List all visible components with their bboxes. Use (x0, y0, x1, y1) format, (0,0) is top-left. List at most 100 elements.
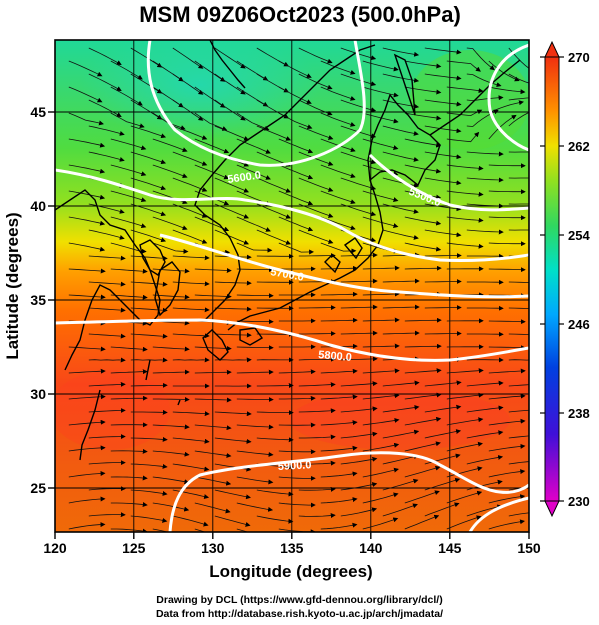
streamline (362, 517, 399, 530)
contour-label: 5700.0 (269, 266, 304, 284)
streamline (130, 203, 167, 217)
streamline (256, 437, 294, 443)
streamline (194, 502, 231, 514)
streamline (404, 112, 442, 121)
streamline (278, 138, 314, 154)
streamline (298, 356, 336, 362)
streamline (340, 99, 377, 113)
streamline (320, 291, 358, 297)
streamline (194, 424, 232, 431)
streamline (236, 112, 270, 131)
streamline (488, 215, 526, 221)
streamline (424, 502, 460, 517)
streamline (278, 86, 312, 104)
streamline (68, 242, 106, 252)
streamline (130, 229, 167, 243)
streamline (424, 331, 462, 336)
streamline (382, 454, 419, 465)
contour-label: 5900.0 (278, 459, 312, 473)
streamline (382, 151, 419, 162)
streamline (278, 502, 316, 508)
streamline (236, 424, 274, 430)
streamline (320, 60, 356, 75)
streamline (298, 177, 334, 192)
streamline (382, 47, 420, 57)
streamline (382, 478, 419, 491)
x-axis-label: Longitude (degrees) (209, 562, 372, 581)
streamline (214, 125, 250, 141)
x-tick-label: 130 (201, 540, 225, 556)
streamline (488, 163, 526, 169)
streamline (446, 490, 483, 504)
streamline (446, 368, 484, 374)
streamline (256, 515, 294, 524)
streamline (298, 47, 333, 64)
colorbar-tick-label: 238 (568, 406, 590, 421)
streamline (194, 86, 226, 108)
streamline (362, 216, 399, 229)
streamline (488, 519, 525, 530)
streamline (508, 409, 529, 413)
streamline (130, 333, 168, 339)
height-contours (55, 40, 529, 532)
streamline (466, 203, 504, 209)
contour-label: 5600.0 (227, 169, 262, 186)
streamline (172, 151, 208, 166)
streamline (152, 216, 188, 231)
streamline (424, 380, 462, 387)
streamline (424, 151, 462, 160)
streamline (382, 380, 420, 387)
streamline (214, 463, 252, 472)
contour-5800 (55, 318, 529, 362)
streamline (88, 203, 125, 214)
streamline (508, 111, 529, 127)
streamline (172, 333, 210, 339)
streamline (298, 513, 336, 519)
streamline (404, 490, 440, 504)
streamline (404, 416, 442, 426)
drawing-credit: Drawing by DCL (https://www.gfd-dennou.o… (156, 594, 443, 606)
streamline (194, 138, 230, 154)
streamline (508, 151, 529, 153)
streamline (382, 330, 420, 336)
streamline (488, 345, 526, 351)
streamline (278, 60, 312, 78)
streamline (382, 278, 420, 284)
streamline (488, 443, 526, 452)
plot-area: 5600.0 5500.0 5700.0 5800.0 5900.0 (55, 40, 529, 532)
streamline (278, 369, 316, 375)
streamline (68, 294, 106, 300)
streamline (320, 368, 358, 374)
streamline (130, 409, 168, 415)
x-tick-label: 125 (122, 540, 146, 556)
streamline (298, 125, 334, 140)
streamline (488, 189, 526, 195)
streamline (446, 417, 484, 426)
streamline (466, 177, 504, 183)
streamline (466, 479, 503, 491)
streamline (446, 216, 484, 223)
streamline (130, 125, 167, 139)
streamline (172, 307, 210, 313)
streamline (88, 229, 125, 240)
streamline (382, 177, 419, 188)
streamline (194, 112, 228, 131)
streamline (404, 343, 442, 349)
streamline (172, 437, 210, 444)
streamline (236, 502, 274, 512)
streamline (362, 291, 400, 297)
streamline (278, 164, 314, 180)
y-tick-label: 25 (30, 480, 46, 496)
streamline (236, 528, 250, 532)
streamline (404, 514, 440, 530)
colorbar: 270 262 254 246 238 230 (540, 40, 590, 518)
streamline (152, 369, 190, 375)
streamline (130, 47, 163, 68)
streamline (68, 164, 106, 174)
streamline (68, 368, 106, 374)
streamline (256, 383, 294, 389)
streamline (404, 86, 442, 95)
streamline (466, 455, 504, 465)
streamline (172, 515, 209, 527)
streamline (488, 393, 526, 400)
